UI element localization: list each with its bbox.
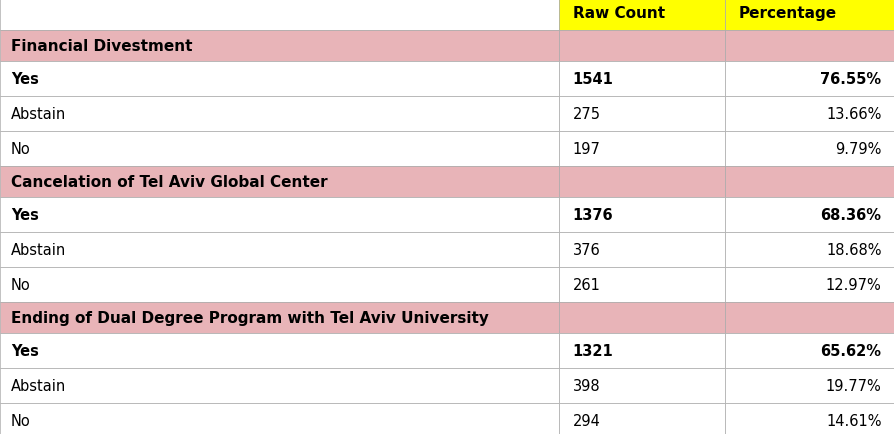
- Text: No: No: [11, 413, 30, 427]
- Bar: [559, 403, 724, 434]
- Text: 261: 261: [572, 277, 600, 292]
- Bar: [0, 0, 559, 31]
- Text: 12.97%: 12.97%: [825, 277, 881, 292]
- Bar: [559, 233, 724, 267]
- Text: 275: 275: [572, 107, 600, 122]
- Text: 376: 376: [572, 243, 600, 257]
- Text: 1321: 1321: [572, 343, 613, 358]
- Bar: [724, 302, 894, 333]
- Bar: [0, 167, 559, 198]
- Text: Yes: Yes: [11, 343, 38, 358]
- Text: 9.79%: 9.79%: [834, 142, 881, 157]
- Bar: [724, 333, 894, 368]
- Bar: [0, 403, 559, 434]
- Text: 13.66%: 13.66%: [825, 107, 881, 122]
- Bar: [0, 198, 559, 233]
- Text: 398: 398: [572, 378, 600, 393]
- Bar: [724, 403, 894, 434]
- Bar: [724, 167, 894, 198]
- Bar: [0, 302, 559, 333]
- Text: Ending of Dual Degree Program with Tel Aviv University: Ending of Dual Degree Program with Tel A…: [11, 310, 488, 325]
- Bar: [0, 132, 559, 167]
- Text: Abstain: Abstain: [11, 243, 66, 257]
- Text: 65.62%: 65.62%: [820, 343, 881, 358]
- Bar: [724, 62, 894, 97]
- Bar: [559, 302, 724, 333]
- Text: 68.36%: 68.36%: [820, 207, 881, 223]
- Text: Financial Divestment: Financial Divestment: [11, 39, 192, 54]
- Text: 19.77%: 19.77%: [825, 378, 881, 393]
- Bar: [724, 97, 894, 132]
- Bar: [724, 132, 894, 167]
- Text: Yes: Yes: [11, 72, 38, 87]
- Text: 18.68%: 18.68%: [825, 243, 881, 257]
- Bar: [0, 267, 559, 302]
- Text: Yes: Yes: [11, 207, 38, 223]
- Text: 1376: 1376: [572, 207, 612, 223]
- Bar: [559, 368, 724, 403]
- Bar: [559, 97, 724, 132]
- Text: Abstain: Abstain: [11, 107, 66, 122]
- Bar: [0, 368, 559, 403]
- Text: 1541: 1541: [572, 72, 613, 87]
- Text: 76.55%: 76.55%: [820, 72, 881, 87]
- Bar: [559, 132, 724, 167]
- Text: 294: 294: [572, 413, 600, 427]
- Bar: [724, 0, 894, 31]
- Text: No: No: [11, 277, 30, 292]
- Bar: [724, 368, 894, 403]
- Text: Cancelation of Tel Aviv Global Center: Cancelation of Tel Aviv Global Center: [11, 175, 327, 190]
- Bar: [559, 333, 724, 368]
- Bar: [0, 333, 559, 368]
- Bar: [0, 233, 559, 267]
- Text: Raw Count: Raw Count: [572, 7, 664, 21]
- Bar: [0, 97, 559, 132]
- Bar: [724, 267, 894, 302]
- Bar: [559, 31, 724, 62]
- Bar: [0, 31, 559, 62]
- Bar: [559, 267, 724, 302]
- Bar: [724, 233, 894, 267]
- Text: Abstain: Abstain: [11, 378, 66, 393]
- Bar: [724, 198, 894, 233]
- Text: 197: 197: [572, 142, 600, 157]
- Bar: [559, 198, 724, 233]
- Bar: [724, 31, 894, 62]
- Text: No: No: [11, 142, 30, 157]
- Bar: [559, 167, 724, 198]
- Text: 14.61%: 14.61%: [825, 413, 881, 427]
- Bar: [559, 0, 724, 31]
- Text: Percentage: Percentage: [738, 7, 836, 21]
- Bar: [559, 62, 724, 97]
- Bar: [0, 62, 559, 97]
